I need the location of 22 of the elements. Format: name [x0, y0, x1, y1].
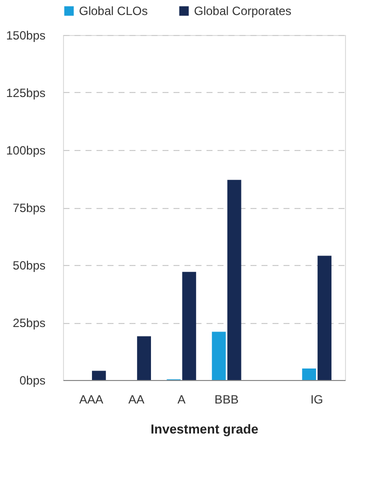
- y-tick-label: 25bps: [12, 316, 46, 330]
- x-tick-label: BBB: [214, 392, 239, 406]
- bar: [137, 336, 151, 380]
- legend-label: Global Corporates: [194, 4, 292, 18]
- x-tick-label: A: [177, 392, 186, 406]
- y-tick-label: 0bps: [19, 374, 46, 388]
- bar: [227, 180, 242, 380]
- y-tick-label: 100bps: [6, 144, 46, 158]
- y-tick-label: 75bps: [12, 201, 46, 215]
- y-tick-label: 50bps: [12, 258, 46, 272]
- bar: [318, 256, 332, 380]
- x-tick-label: AAA: [79, 392, 104, 406]
- x-tick-label: IG: [310, 392, 324, 406]
- bar: [182, 272, 196, 380]
- bar: [92, 370, 106, 380]
- x-tick-label: AA: [128, 392, 144, 406]
- bar: [302, 368, 316, 380]
- x-axis-title: Investment grade: [150, 422, 258, 436]
- y-tick-label: 125bps: [6, 86, 46, 100]
- bar: [212, 332, 226, 380]
- legend-label: Global CLOs: [79, 4, 148, 18]
- y-tick-label: 150bps: [6, 28, 46, 42]
